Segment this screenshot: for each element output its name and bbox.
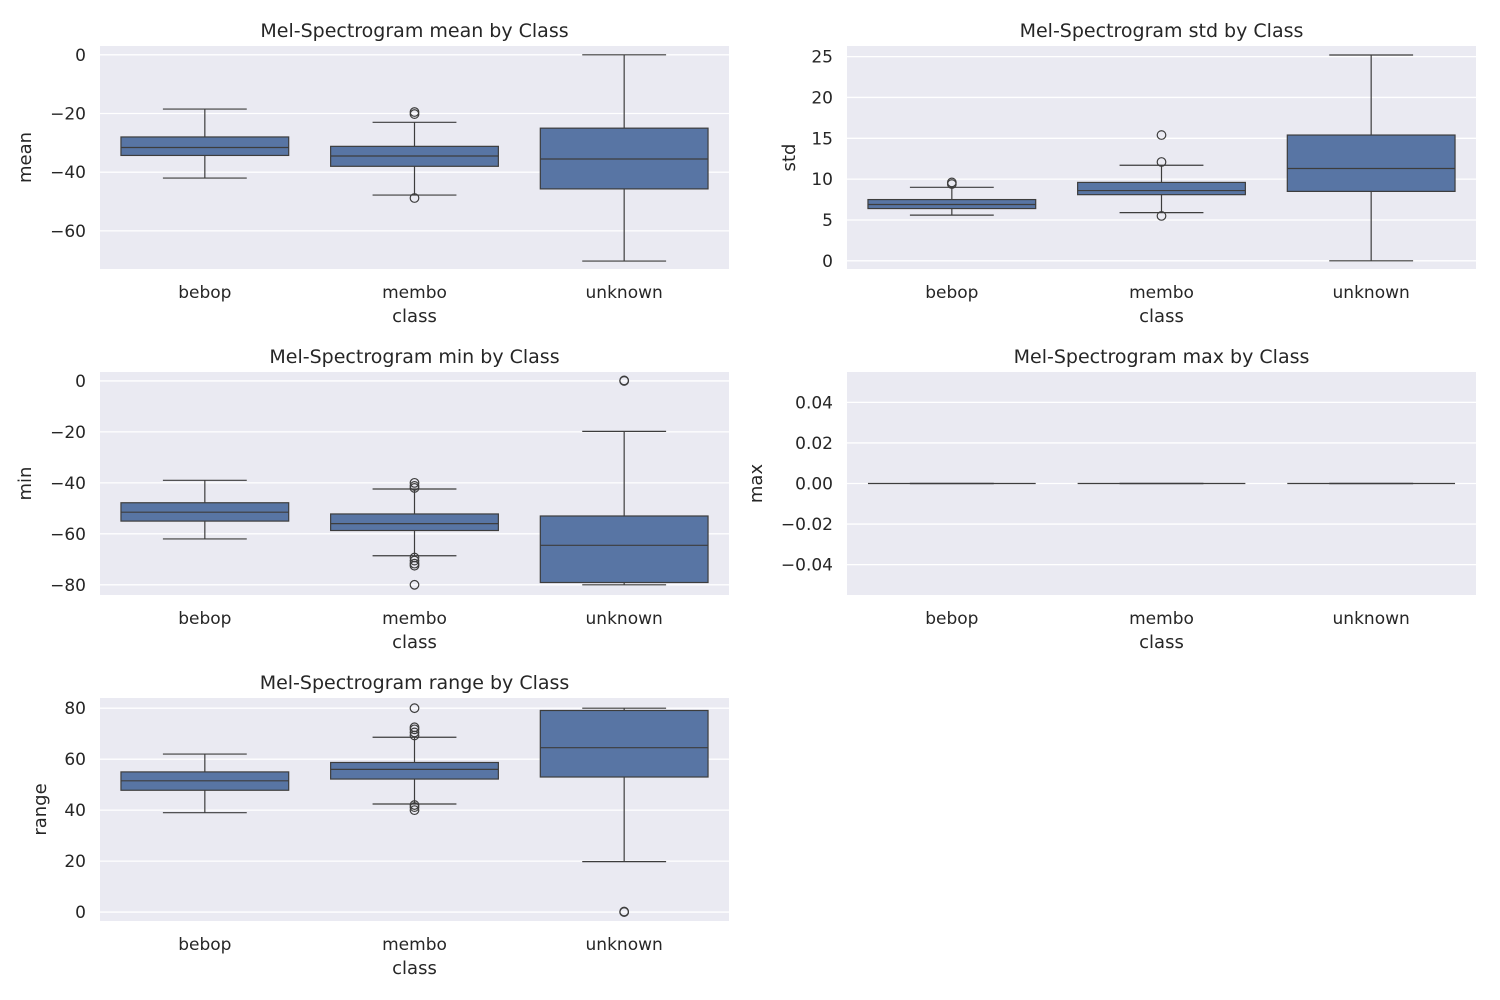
y-tick-label: 15 [811,129,833,149]
y-tick-label: −60 [50,222,86,242]
x-tick-label: unknown [1333,283,1410,303]
x-axis-label: class [1139,632,1184,653]
x-tick-label: unknown [586,283,663,303]
y-axis-label: min [15,467,36,501]
x-tick-label: unknown [586,935,663,955]
subplot-mean: 0 −20 −40 −60 bebop membo unknown Mel-Spectrogr… [15,20,729,327]
y-tick-label: 10 [811,170,833,190]
x-tick-label: bebop [178,609,231,629]
outlier-point [409,193,420,203]
x-tick-label: membo [1129,283,1194,303]
box-unknown [539,375,709,586]
x-tick-label: bebop [925,283,978,303]
y-tick-label: −0.02 [781,515,833,535]
chart-title: Mel-Spectrogram mean by Class [260,20,568,42]
outlier-point [409,560,420,571]
box-unknown [539,54,709,262]
y-axis-label: std [779,144,800,172]
y-tick-label: 0 [75,46,86,66]
box-bebop [120,479,290,540]
chart-title: Mel-Spectrogram min by Class [269,346,559,368]
outlier-point [409,477,420,488]
box-bebop [120,753,290,814]
x-tick-label: membo [382,935,447,955]
y-tick-label: 25 [811,48,833,68]
x-tick-label: membo [382,609,447,629]
outlier-point [409,703,420,714]
outlier-point [619,906,630,917]
box-membo [330,703,499,816]
box-membo [330,107,499,203]
y-tick-label: −40 [50,163,86,183]
chart-title: Mel-Spectrogram max by Class [1014,346,1310,368]
outlier-point [409,727,420,738]
box-membo [330,477,499,590]
y-tick-label: 0 [75,903,86,923]
x-axis-label: class [1139,306,1184,327]
y-tick-label: −80 [50,576,86,596]
box-membo [1077,130,1246,221]
box-bebop [867,177,1037,216]
subplot-range: 0 20 40 60 80 bebop membo unknown Mel-Spectrogra… [30,672,729,979]
x-tick-label: bebop [178,283,231,303]
outlier-point [409,802,420,812]
y-tick-label: −20 [50,104,86,124]
x-tick-label: membo [1129,609,1194,629]
outlier-point [409,579,420,590]
box-body [120,136,290,157]
outlier-point [1156,211,1167,221]
outlier-point [409,722,420,733]
outlier-point [1156,130,1167,140]
y-tick-label: −0.04 [781,556,833,576]
box-body [539,709,709,778]
y-tick-label: −60 [50,525,86,545]
box-unknown [1286,54,1456,262]
y-axis-label: max [746,464,767,504]
y-tick-label: 60 [64,750,86,770]
x-tick-label: bebop [925,609,978,629]
box-body [1286,134,1456,192]
subplot-min: 0 −20 −40 −60 −80 bebop membo unknown Mel-Spectr… [15,346,729,653]
box-body [1077,181,1246,196]
y-tick-label: 5 [822,211,833,231]
x-axis-label: class [392,306,437,327]
x-tick-label: membo [382,283,447,303]
outlier-point [409,805,420,816]
y-tick-label: 0 [75,372,86,392]
outlier-point [409,555,420,566]
subplot-max: 0.04 0.02 0.00 −0.02 −0.04 bebop membo unknown M… [746,346,1476,653]
box-bebop [120,108,290,179]
y-tick-label: −20 [50,423,86,443]
y-axis-label: range [30,783,51,835]
y-tick-label: −40 [50,474,86,494]
y-tick-label: 0.04 [795,393,833,413]
y-tick-label: 0.02 [795,434,833,454]
y-tick-label: 20 [64,852,86,872]
box-body [330,761,499,780]
y-tick-label: 80 [64,699,86,719]
outlier-point [409,483,420,493]
outlier-point [619,375,630,386]
box-unknown [539,707,709,917]
x-tick-label: unknown [1333,609,1410,629]
x-axis-label: class [392,632,437,653]
x-tick-label: unknown [586,609,663,629]
box-body [330,513,499,532]
chart-title: Mel-Spectrogram std by Class [1020,20,1304,42]
y-tick-label: 20 [811,88,833,108]
x-axis-label: class [392,958,437,979]
y-tick-label: 0.00 [795,475,833,495]
outlier-point [946,177,957,188]
y-tick-label: 0 [822,252,833,272]
y-axis-label: mean [15,132,36,183]
box-body [539,515,709,584]
y-tick-label: 40 [64,801,86,821]
x-tick-label: bebop [178,935,231,955]
chart-title: Mel-Spectrogram range by Class [260,672,570,694]
outlier-point [409,109,420,119]
subplot-std: 0 5 10 15 20 25 bebop membo unknown Mel-Spectrogr… [779,20,1476,327]
outlier-point [1156,157,1167,167]
